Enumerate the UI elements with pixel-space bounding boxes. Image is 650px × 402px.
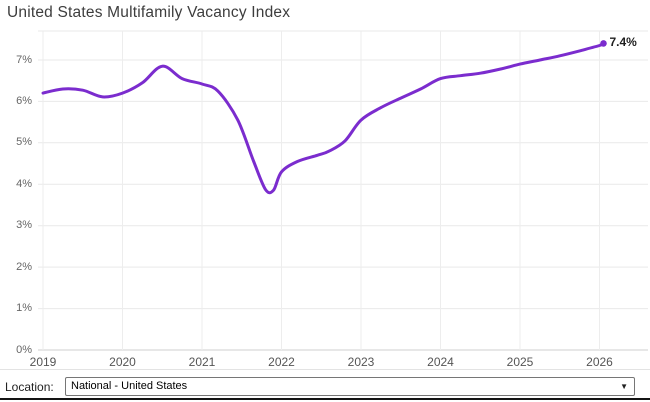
x-tick-label: 2024	[427, 355, 454, 369]
x-tick-label: 2023	[347, 355, 375, 369]
location-select[interactable]: National - United States ▼	[65, 377, 635, 396]
y-tick-label: 0%	[16, 343, 32, 356]
location-label: Location:	[5, 380, 54, 394]
y-tick-label: 7%	[16, 53, 32, 66]
x-tick-label: 2022	[268, 355, 295, 369]
x-tick-label: 2026	[586, 355, 613, 369]
end-value-label: 7.4%	[609, 35, 637, 50]
x-tick-label: 2025	[506, 355, 534, 369]
bottom-border	[0, 398, 650, 400]
x-tick-label: 2020	[109, 355, 136, 369]
footer-divider	[0, 369, 650, 370]
y-tick-label: 6%	[16, 94, 32, 107]
vacancy-line-chart[interactable]	[0, 0, 650, 368]
x-tick-label: 2021	[188, 355, 216, 369]
y-tick-label: 3%	[16, 219, 32, 232]
chart-title: United States Multifamily Vacancy Index	[7, 4, 291, 21]
y-tick-label: 5%	[16, 136, 32, 149]
y-tick-label: 1%	[16, 302, 32, 315]
x-tick-label: 2019	[29, 355, 57, 369]
y-tick-label: 4%	[16, 177, 32, 190]
y-tick-label: 2%	[16, 260, 32, 273]
location-select-value: National - United States	[71, 380, 188, 392]
chevron-down-icon: ▼	[620, 382, 628, 391]
